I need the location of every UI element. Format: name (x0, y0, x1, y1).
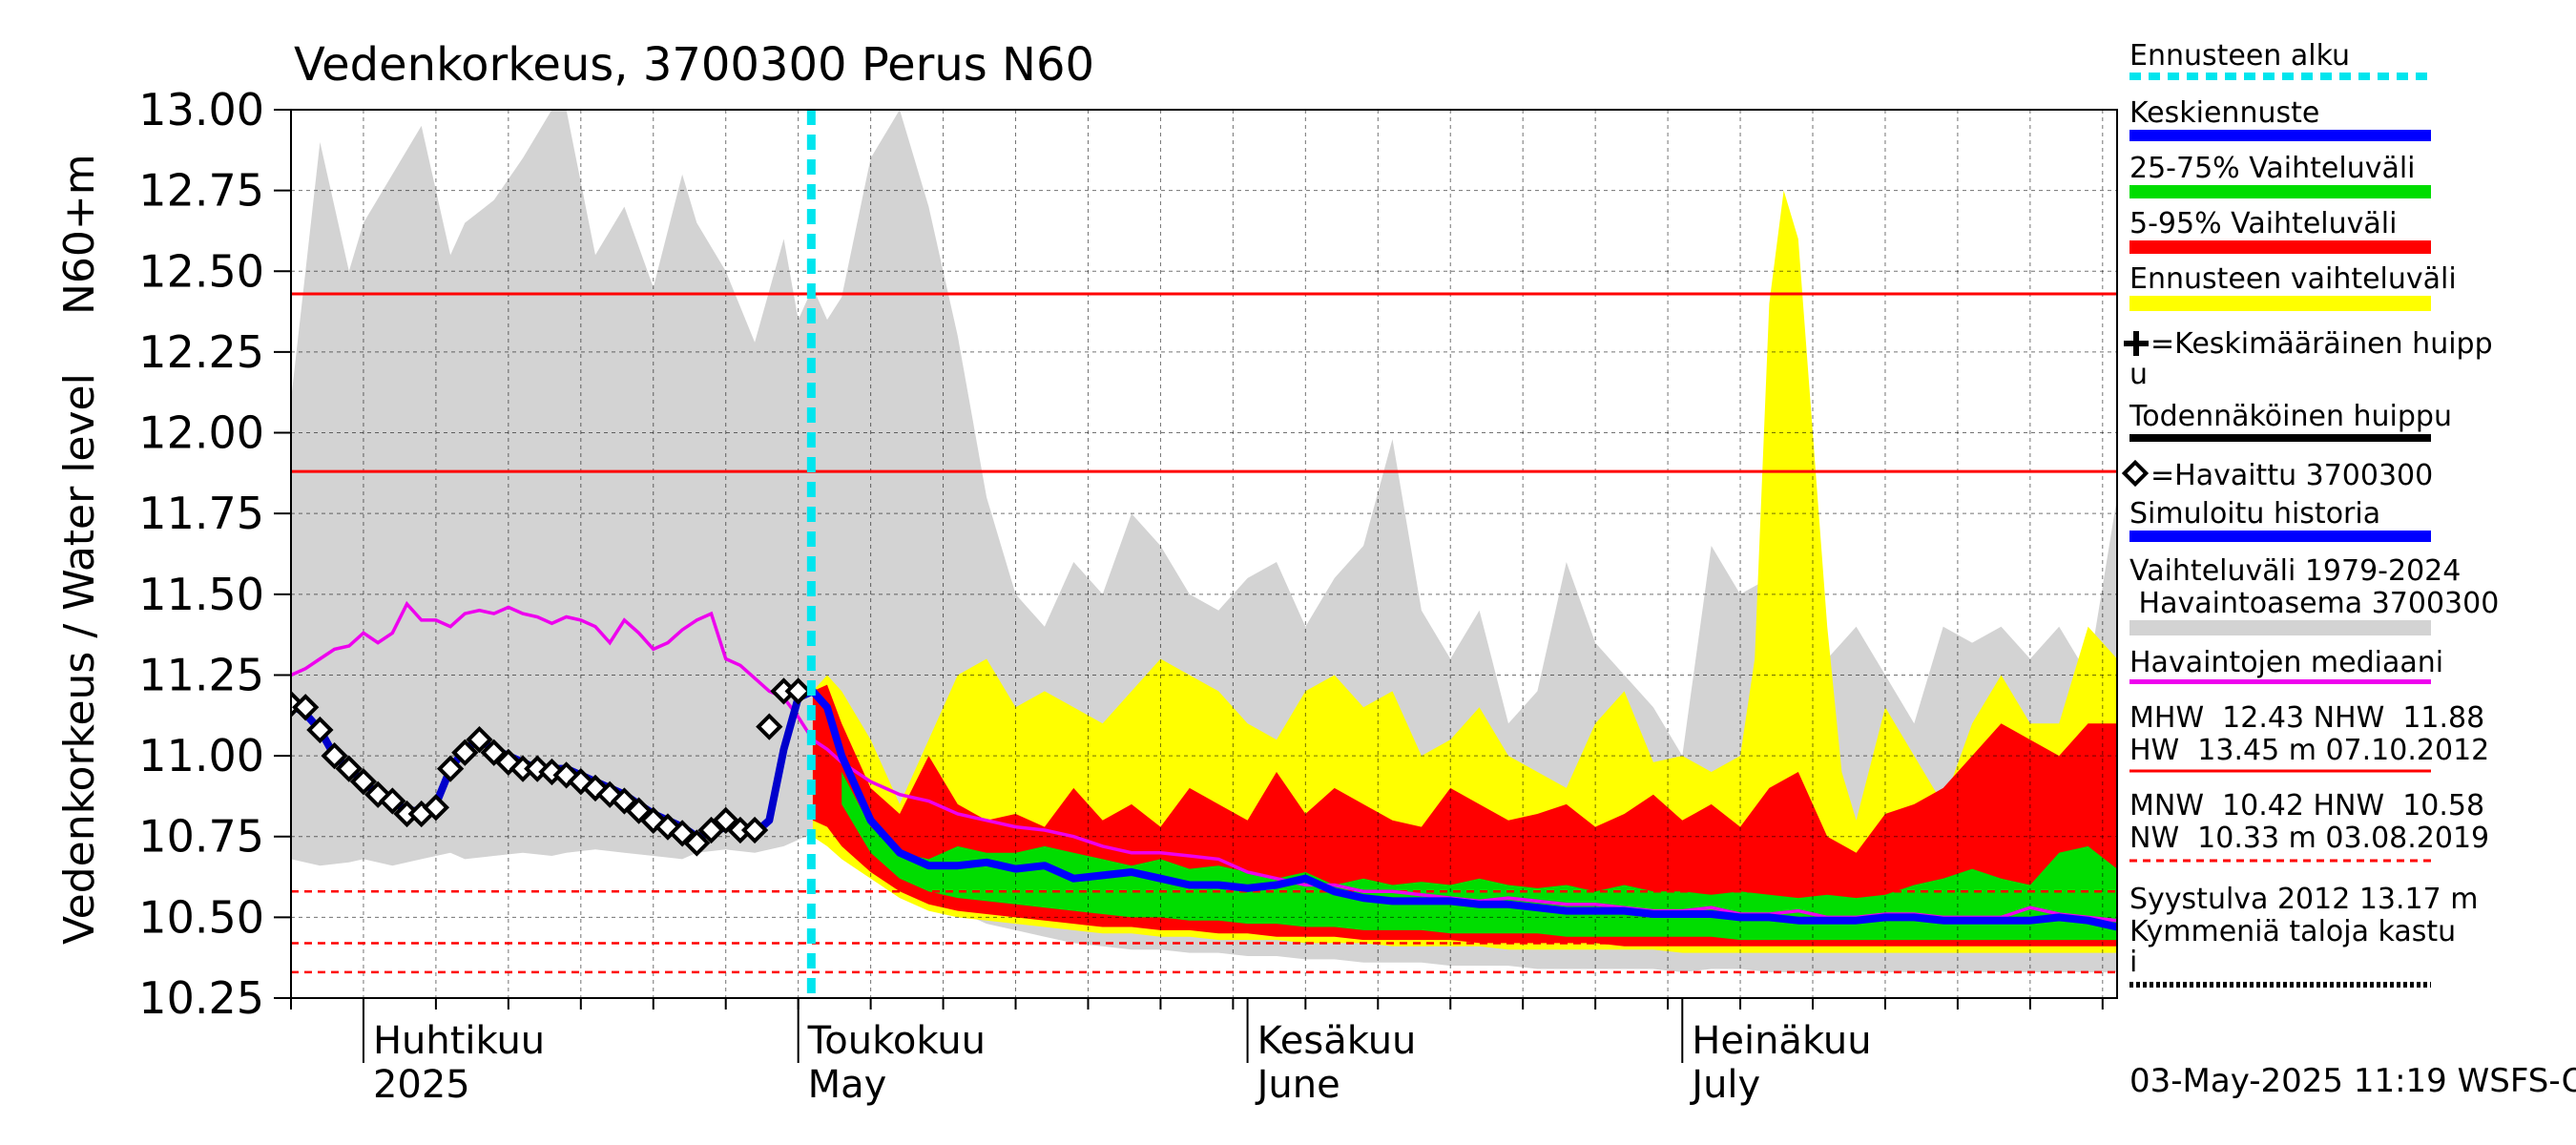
legend-label-range-5-95: 5-95% Vaihteluväli (2129, 207, 2397, 240)
y-tick-label: 11.75 (138, 488, 264, 539)
legend-label-probable-peak: Todennäköinen huippu (2129, 400, 2452, 433)
historical-range-band (291, 110, 2117, 972)
plot-frame (290, 109, 2118, 999)
observed-point (451, 739, 479, 766)
y-tick-label: 13.00 (138, 84, 264, 135)
legend-plus-icon (2124, 331, 2149, 356)
x-month-sublabel: July (1689, 1063, 1760, 1107)
legend-flood-houses-cont: i (2129, 946, 2137, 979)
observed-point (306, 716, 334, 744)
forecast-range-band (812, 190, 2117, 953)
legend-label-forecast-start: Ennusteen alku (2129, 39, 2350, 73)
observed-point (379, 787, 406, 815)
observation-median-line (291, 600, 2117, 923)
legend-stats-hw: HW 13.45 m 07.10.2012 (2129, 734, 2489, 767)
y-tick-label: 11.50 (138, 569, 264, 620)
legend-label-forecast-range: Ennusteen vaihteluväli (2129, 262, 2457, 296)
observed-point (393, 800, 421, 828)
observed-point (726, 816, 755, 844)
y-axis: 10.25 10.50 10.75 11.00 11.25 11.50 11.75 12.00… (138, 84, 291, 1024)
legend-stats-mhw-nhw: MHW 12.43 NHW 11.88 (2129, 701, 2484, 735)
observed-point (321, 741, 348, 770)
grid (291, 109, 2117, 999)
y-tick-label: 12.00 (138, 407, 264, 459)
plot-area (291, 110, 2117, 972)
reference-lines (291, 292, 2117, 974)
timestamp-footer: 03-May-2025 11:19 WSFS-O (2129, 1062, 2576, 1100)
legend-swatch-mean-forecast (2129, 130, 2431, 141)
legend-flood-houses: Kymmeniä taloja kastu (2129, 915, 2456, 948)
y-tick-label: 12.25 (138, 326, 264, 378)
legend-swatch-hist-range (2129, 620, 2431, 635)
legend-label-hist-range: Vaihteluväli 1979-2024 (2129, 554, 2461, 588)
legend-swatch-range-5-95 (2129, 240, 2431, 254)
legend-label-range-25-75: 25-75% Vaihteluväli (2129, 152, 2416, 185)
observed-point (466, 726, 493, 754)
observed-point (349, 768, 378, 796)
observed-point (740, 816, 769, 844)
legend-flood-2012: Syystulva 2012 13.17 m (2129, 883, 2479, 916)
x-month-label: Heinäkuu (1692, 1019, 1871, 1063)
legend-swatch-obs-median (2129, 679, 2431, 684)
legend-stats-mnw-hnw: MNW 10.42 HNW 10.58 (2129, 789, 2484, 822)
legend-label-mean-peak: =Keskimääräinen huipp (2150, 327, 2493, 361)
y-tick-label: 10.75 (138, 811, 264, 863)
y-tick-label: 12.50 (138, 245, 264, 297)
observed-point (292, 694, 320, 721)
x-month-label: Kesäkuu (1257, 1019, 1417, 1063)
observed-point (784, 677, 812, 705)
observed-point (436, 755, 465, 782)
observed-point (422, 794, 450, 822)
observed-point (335, 755, 363, 782)
x-month-sublabel: 2025 (373, 1063, 470, 1107)
chart-title: Vedenkorkeus, 3700300 Perus N60 (294, 38, 1094, 92)
x-month-sublabel: June (1255, 1063, 1340, 1107)
legend-swatch-probable-peak (2129, 434, 2431, 442)
legend-swatch-sim-history (2129, 531, 2431, 542)
y-tick-label: 12.75 (138, 165, 264, 217)
y-axis-unit-label: N60+m (55, 154, 104, 315)
series-lines (291, 110, 2117, 998)
observed-point (770, 677, 798, 705)
x-month-sublabel: May (808, 1063, 887, 1107)
legend-swatch-forecast-range (2129, 296, 2431, 311)
observed-point (509, 755, 537, 782)
observed-point (756, 713, 783, 740)
legend-swatch-range-25-75 (2129, 185, 2431, 198)
y-tick-label: 11.00 (138, 730, 264, 781)
x-month-label: Huhtikuu (373, 1019, 545, 1063)
y-tick-label: 10.25 (138, 972, 264, 1024)
legend: Ennusteen alku Keskiennuste 25-75% Vaiht… (2121, 39, 2499, 988)
legend-label-obs-median: Havaintojen mediaani (2129, 646, 2443, 679)
legend-diamond-icon (2121, 459, 2150, 488)
x-month-label: Toukokuu (807, 1019, 986, 1063)
observed-point (683, 829, 711, 857)
legend-label-sim-history: Simuloitu historia (2129, 497, 2380, 531)
y-axis-label: Vedenkorkeus / Water level (55, 373, 104, 945)
legend-label-hist-range-station: Havaintoasema 3700300 (2129, 587, 2499, 620)
y-tick-label: 11.25 (138, 649, 264, 700)
legend-stats-nw: NW 10.33 m 03.08.2019 (2129, 822, 2489, 855)
y-tick-label: 10.50 (138, 891, 264, 943)
legend-label-mean-forecast: Keskiennuste (2129, 96, 2319, 130)
legend-label-mean-peak-cont: u (2129, 358, 2148, 391)
mean-forecast-line (809, 688, 2117, 931)
legend-label-observed: =Havaittu 3700300 (2150, 459, 2433, 492)
